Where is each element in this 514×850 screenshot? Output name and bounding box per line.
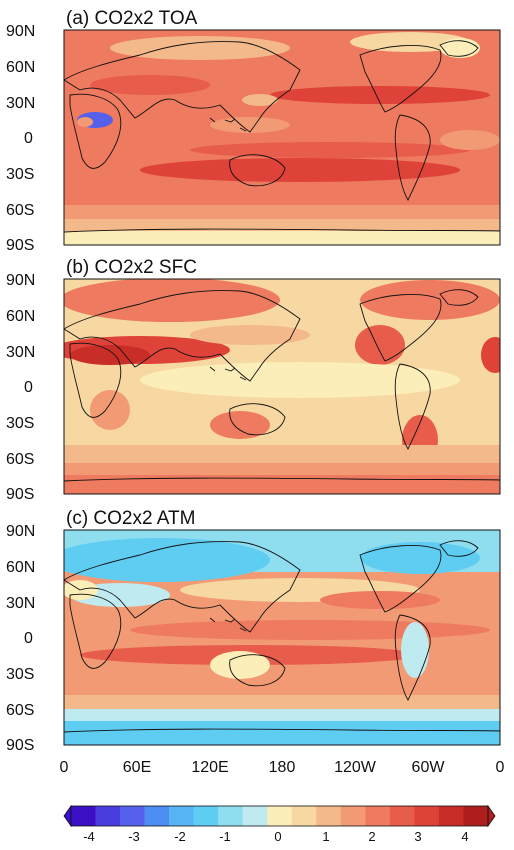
map-frame	[63, 29, 501, 246]
lon-label: 120W	[334, 759, 377, 776]
colorbar-swatch	[144, 806, 170, 826]
map-field	[64, 30, 500, 245]
lat-label: 60S	[6, 202, 34, 219]
colorbar	[63, 804, 496, 828]
colorbar-swatch	[95, 806, 121, 826]
lat-label: 30N	[6, 95, 35, 112]
lat-label: 90N	[6, 23, 35, 40]
lat-label: 90S	[6, 737, 34, 754]
lon-label: 0	[496, 759, 505, 776]
lat-label: 30S	[6, 666, 34, 683]
colorbar-swatch	[316, 806, 342, 826]
colorbar-label: -4	[83, 829, 95, 844]
lon-labels: 0 60E 120E 180 120W 60W 0	[60, 759, 505, 776]
colorbar-swatch	[389, 806, 415, 826]
colorbar-frame	[70, 805, 489, 827]
colorbar-label: 3	[414, 829, 421, 844]
lat-labels-toa: 90N 60N 30N 0 30S 60S 90S	[6, 23, 35, 254]
map-field	[64, 530, 500, 745]
colorbar-label: -2	[174, 829, 186, 844]
lat-label: 30N	[6, 595, 35, 612]
lon-label: 0	[60, 759, 69, 776]
lat-label: 60N	[6, 59, 35, 76]
colorbar-end-high	[487, 804, 496, 828]
panel-atm: (c) CO2x2 ATM	[63, 508, 501, 746]
colorbar-labels: -4 -3 -2 -1 0 1 2 3 4	[83, 829, 468, 844]
colorbar-end-low	[63, 804, 72, 828]
colorbar-swatch	[71, 806, 96, 826]
lat-label: 0	[24, 379, 33, 396]
colorbar-swatch	[169, 806, 194, 826]
lat-labels-atm: 90N 60N 30N 0 30S 60S 90S	[6, 523, 35, 754]
coastlines	[64, 40, 500, 233]
colorbar-swatch	[242, 806, 268, 826]
panel-sfc: (b) CO2x2 SFC	[63, 257, 501, 495]
map-field	[64, 279, 500, 494]
lat-labels-sfc: 90N 60N 30N 0 30S 60S 90S	[6, 272, 35, 503]
panel-title: (a) CO2x2 TOA	[66, 8, 198, 29]
lon-label: 60W	[412, 759, 446, 776]
colorbar-label: 2	[368, 829, 375, 844]
lat-label: 60S	[6, 451, 34, 468]
colorbar-swatch	[463, 806, 489, 826]
colorbar-swatch	[193, 806, 219, 826]
colorbar-label: -3	[128, 829, 140, 844]
lon-label: 60E	[123, 759, 151, 776]
lat-label: 30S	[6, 415, 34, 432]
lon-label: 180	[269, 759, 296, 776]
lat-label: 0	[24, 630, 33, 647]
colorbar-swatch	[438, 806, 464, 826]
lat-label: 90N	[6, 272, 35, 289]
lat-label: 60N	[6, 559, 35, 576]
colorbar-swatch	[365, 806, 391, 826]
panel-title: (c) CO2x2 ATM	[66, 508, 196, 529]
colorbar-swatch	[414, 806, 440, 826]
map-frame	[63, 278, 501, 495]
coastlines	[64, 540, 500, 733]
colorbar-swatch	[291, 806, 317, 826]
lat-label: 30N	[6, 344, 35, 361]
map-frame	[63, 529, 501, 746]
panel-toa: (a) CO2x2 TOA	[63, 8, 501, 246]
lat-label: 90S	[6, 486, 34, 503]
colorbar-label: -1	[219, 829, 231, 844]
colorbar-swatch	[340, 806, 366, 826]
panel-title: (b) CO2x2 SFC	[66, 257, 197, 278]
lat-label: 90N	[6, 523, 35, 540]
colorbar-swatch	[120, 806, 145, 826]
colorbar-swatch	[267, 806, 293, 826]
lat-label: 30S	[6, 166, 34, 183]
lat-label: 60S	[6, 702, 34, 719]
lat-label: 0	[24, 130, 33, 147]
colorbar-swatch	[218, 806, 244, 826]
colorbar-label: 4	[461, 829, 468, 844]
colorbar-label: 1	[322, 829, 329, 844]
colorbar-label: 0	[274, 829, 281, 844]
lon-label: 120E	[191, 759, 228, 776]
coastlines	[64, 289, 500, 482]
lat-label: 60N	[6, 308, 35, 325]
lat-label: 90S	[6, 237, 34, 254]
